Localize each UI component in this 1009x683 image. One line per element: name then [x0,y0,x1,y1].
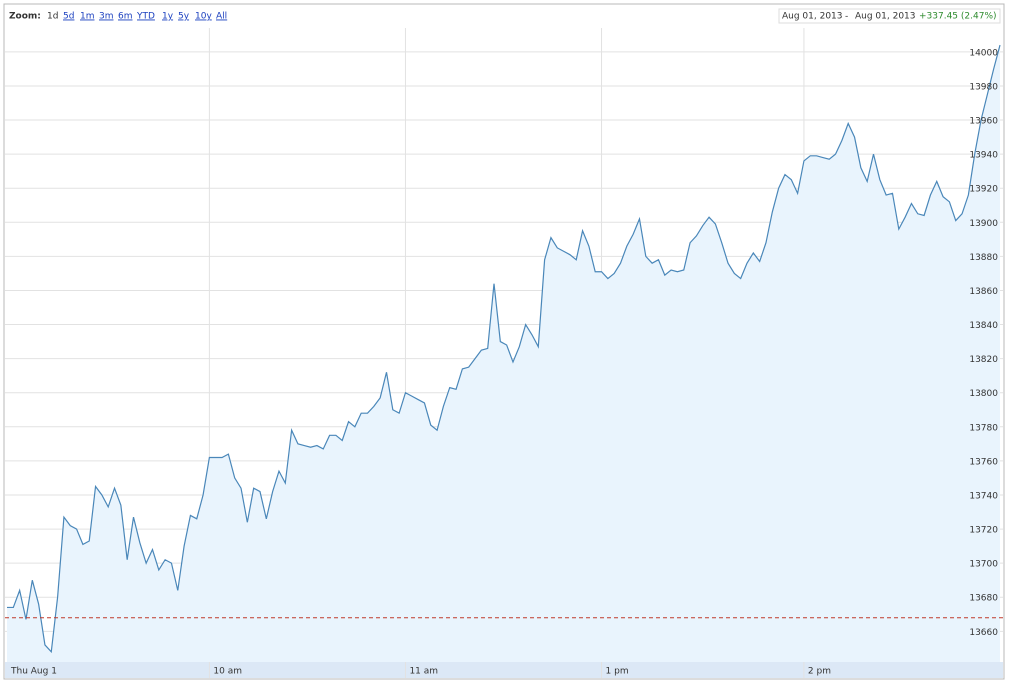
x-axis-band [5,662,1003,678]
y-tick-label: 14000 [969,48,998,58]
zoom-option[interactable]: 6m [118,12,133,22]
date-separator: - [845,12,848,22]
y-tick-label: 13980 [969,82,998,92]
zoom-option[interactable]: 1d [47,12,58,22]
y-tick-label: 13680 [969,594,998,604]
zoom-option[interactable]: 1y [162,12,174,22]
zoom-option[interactable]: 5y [178,12,190,22]
line [7,44,1001,654]
x-tick-label: 2 pm [808,667,831,677]
y-tick-label: 13900 [969,219,998,229]
y-tick-label: 13960 [969,117,998,127]
y-tick-label: 13940 [969,151,998,161]
x-tick-label: Thu Aug 1 [10,667,57,677]
y-tick-label: 13800 [969,389,998,399]
zoom-option[interactable]: YTD [136,12,155,22]
y-tick-label: 13780 [969,423,998,433]
area [7,45,1000,663]
y-tick-label: 13920 [969,185,998,195]
y-tick-label: 13880 [969,253,998,263]
x-tick-label: 10 am [213,667,242,677]
zoom-label: Zoom: [9,12,41,22]
x-tick-label: 1 pm [606,667,629,677]
y-tick-label: 13720 [969,526,998,536]
zoom-option[interactable]: 1m [80,12,95,22]
zoom-option[interactable]: All [216,12,227,22]
x-tick-label: 11 am [409,667,438,677]
date-from: Aug 01, 2013 [782,12,843,22]
change: +337.45 (2.47%) [919,12,997,22]
range-box [778,8,1001,24]
y-tick-label: 13820 [969,355,998,365]
zoom-option[interactable]: 10y [195,12,212,22]
y-tick-label: 13660 [969,628,998,638]
y-tick-label: 13840 [969,321,998,331]
y-tick-label: 13760 [969,457,998,467]
zoom-option[interactable]: 5d [63,12,74,22]
date-to: Aug 01, 2013 [855,12,916,22]
y-tick-label: 13740 [969,491,998,501]
y-tick-label: 13700 [969,560,998,570]
zoom-option[interactable]: 3m [99,12,114,22]
y-tick-label: 13860 [969,287,998,297]
